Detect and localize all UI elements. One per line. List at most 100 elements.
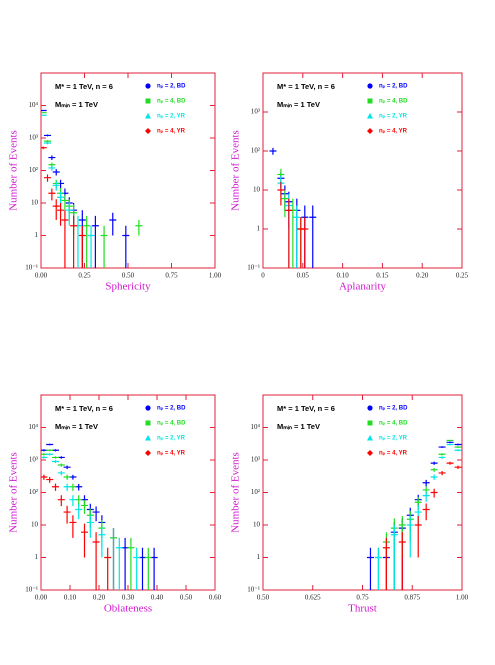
error-bar <box>133 547 141 590</box>
error-bar <box>366 547 374 590</box>
y-tick-label: 10⁴ <box>29 101 39 109</box>
error-bar <box>446 443 454 446</box>
y-tick-label: 10⁴ <box>29 423 39 431</box>
error-bar <box>65 203 73 226</box>
error-bar <box>46 476 54 483</box>
error-bar <box>430 467 438 472</box>
y-tick-label: 10² <box>29 488 38 496</box>
error-bar <box>269 147 277 155</box>
error-bar <box>289 198 297 268</box>
legend-marker <box>145 435 151 441</box>
y-tick-label: 1 <box>257 225 261 233</box>
error-bar <box>57 470 65 476</box>
y-tick-label: 10 <box>31 199 39 207</box>
x-tick-label: 0.10 <box>336 272 349 280</box>
x-axis-title: Thrust <box>348 603 377 615</box>
x-tick-label: 0.875 <box>404 594 420 602</box>
x-tick-label: 0.05 <box>297 272 310 280</box>
plot-frame <box>262 72 463 269</box>
error-bar <box>301 217 309 268</box>
error-bar <box>406 515 414 558</box>
y-tick-label: 10 <box>253 521 261 529</box>
data-layer <box>366 439 462 590</box>
annotation: M* = 1 TeV, n = 6 <box>277 404 335 413</box>
error-bar <box>121 537 129 590</box>
error-bar <box>390 525 398 590</box>
error-bar <box>446 439 454 442</box>
error-bar <box>57 203 65 226</box>
error-bar <box>52 199 60 220</box>
y-tick-label: 10³ <box>251 456 260 464</box>
y-axis-title: Number of Events <box>8 130 20 211</box>
y-axis-title: Number of Events <box>230 452 242 533</box>
error-bar <box>285 198 293 268</box>
error-bar <box>41 114 47 116</box>
y-tick-label: 10 <box>253 186 261 194</box>
error-bar <box>100 225 108 268</box>
error-bar <box>81 523 88 558</box>
error-bar <box>52 456 59 459</box>
legend-marker <box>145 450 151 456</box>
error-bar <box>52 181 60 191</box>
x-tick-label: 0.625 <box>305 594 321 602</box>
y-tick-label: 10² <box>29 166 38 174</box>
y-tick-label: 10⁻¹ <box>247 586 260 594</box>
error-bar <box>281 190 289 218</box>
error-bar <box>52 460 59 464</box>
error-bar <box>46 449 54 452</box>
y-tick-label: 10⁻¹ <box>247 264 260 272</box>
x-tick-label: 1.00 <box>456 594 469 602</box>
error-bar <box>104 547 112 590</box>
y-axis-title: Number of Events <box>230 130 242 211</box>
x-tick-label: 0.20 <box>416 272 429 280</box>
x-tick-label: 0.75 <box>165 272 178 280</box>
y-tick-label: 10³ <box>29 456 38 464</box>
y-tick-label: 1 <box>35 553 39 561</box>
legend-marker <box>367 420 373 426</box>
error-bar <box>446 461 454 465</box>
error-bar <box>92 506 100 522</box>
error-bar <box>414 515 422 558</box>
x-tick-label: 0.20 <box>93 594 106 602</box>
error-bar <box>41 474 48 480</box>
error-bar <box>41 109 47 112</box>
error-bar <box>44 134 52 137</box>
error-bar <box>293 205 301 268</box>
error-bar <box>115 537 123 590</box>
x-tick-label: 0.25 <box>78 272 91 280</box>
x-tick-label: 0.00 <box>35 594 48 602</box>
legend-label: nₚ = 4, BD <box>157 421 186 427</box>
error-bar <box>75 503 83 520</box>
legend-marker <box>145 113 151 119</box>
legend-marker <box>367 98 373 104</box>
error-bar <box>70 215 78 268</box>
error-bar <box>46 443 54 446</box>
y-axis-title: Number of Events <box>8 452 20 533</box>
legend-marker <box>145 420 151 426</box>
x-tick-label: 0.00 <box>35 272 48 280</box>
x-tick-label: 0.50 <box>122 272 135 280</box>
x-tick-label: 0.50 <box>180 594 193 602</box>
legend-label: nₚ = 4, YR <box>157 129 186 135</box>
error-bar <box>48 155 56 161</box>
error-bar <box>398 532 406 590</box>
legend-label: nₚ = 4, BD <box>379 99 408 105</box>
legend-marker <box>145 128 151 134</box>
error-bar <box>374 547 382 590</box>
legend-marker <box>367 113 373 119</box>
error-bar <box>438 470 446 476</box>
error-bar <box>110 528 117 590</box>
error-bar <box>63 474 71 480</box>
error-bar <box>44 174 52 182</box>
legend-label: nₚ = 2, BD <box>379 84 408 90</box>
panel: 0.00 0.25 0.50 0.75 1.00 10⁻¹ 1 10 10² 10³ 10⁴ Sphe… <box>8 72 222 293</box>
error-bar <box>98 526 106 558</box>
error-bar <box>454 465 462 469</box>
error-bar <box>109 212 117 236</box>
error-bar <box>57 495 65 507</box>
error-bar <box>74 215 82 268</box>
error-bar <box>57 179 65 189</box>
error-bar <box>422 479 430 487</box>
legend-label: nₚ = 2, YR <box>157 436 186 442</box>
x-tick-label: 0.10 <box>64 594 77 602</box>
